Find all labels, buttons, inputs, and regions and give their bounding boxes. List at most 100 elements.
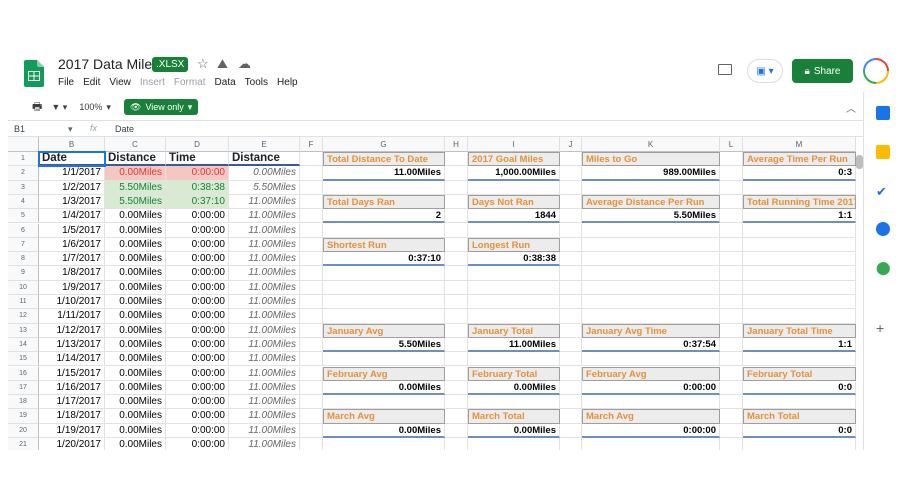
cell-distance[interactable]: 0.00Miles bbox=[105, 409, 166, 424]
cell-cumulative-distance[interactable]: 5.50Miles bbox=[229, 180, 300, 195]
cell[interactable] bbox=[468, 280, 560, 295]
column-header[interactable]: D bbox=[166, 137, 229, 152]
cell[interactable] bbox=[300, 423, 323, 438]
cell[interactable] bbox=[720, 380, 743, 396]
cell[interactable] bbox=[743, 223, 856, 238]
menu-insert[interactable]: Insert bbox=[139, 77, 165, 88]
select-all-corner[interactable] bbox=[8, 137, 39, 152]
cell[interactable] bbox=[445, 180, 468, 195]
row-header[interactable]: 9 bbox=[8, 266, 39, 281]
cell[interactable] bbox=[720, 409, 743, 424]
summary-label[interactable]: January Total Time bbox=[743, 323, 856, 338]
cell-date[interactable]: 1/2/2017 bbox=[39, 180, 105, 195]
cell-time[interactable]: 0:00:00 bbox=[166, 280, 229, 295]
cell[interactable] bbox=[445, 252, 468, 267]
row-header[interactable]: 5 bbox=[8, 209, 39, 224]
cell[interactable] bbox=[300, 337, 323, 353]
move-to-drive-icon[interactable]: ⛰ bbox=[217, 56, 228, 71]
summary-label[interactable]: Shortest Run bbox=[323, 237, 445, 253]
cell-time[interactable]: 0:00:00 bbox=[166, 252, 229, 267]
cell-cumulative-distance[interactable]: 11.00Miles bbox=[229, 252, 300, 267]
summary-label[interactable]: January Total bbox=[468, 323, 560, 338]
collapse-menus-icon[interactable]: ︿ bbox=[846, 104, 856, 115]
cell[interactable] bbox=[445, 209, 468, 224]
cell-time[interactable]: 0:00:00 bbox=[166, 223, 229, 238]
summary-label[interactable]: March Avg bbox=[323, 409, 445, 424]
cell[interactable] bbox=[743, 309, 856, 324]
cell[interactable] bbox=[560, 266, 582, 281]
cell[interactable] bbox=[300, 395, 323, 410]
cell-time[interactable]: 0:00:00 bbox=[166, 337, 229, 353]
cell[interactable] bbox=[468, 438, 560, 450]
row-header[interactable]: 1 bbox=[8, 152, 39, 167]
column-header[interactable]: F bbox=[300, 137, 323, 152]
print-icon[interactable]: 🖶︎ bbox=[32, 100, 43, 113]
cell[interactable] bbox=[560, 409, 582, 424]
cell[interactable] bbox=[300, 194, 323, 210]
cell-distance[interactable]: 0.00Miles bbox=[105, 352, 166, 367]
cell-time[interactable]: 0:00:00 bbox=[166, 438, 229, 450]
cell[interactable] bbox=[300, 366, 323, 381]
cell[interactable] bbox=[720, 352, 743, 367]
cell[interactable] bbox=[445, 409, 468, 424]
cell[interactable] bbox=[300, 223, 323, 238]
cell[interactable] bbox=[720, 166, 743, 181]
cell[interactable] bbox=[582, 309, 720, 324]
cell[interactable] bbox=[323, 180, 445, 195]
cell-date[interactable]: 1/20/2017 bbox=[39, 438, 105, 450]
cell[interactable] bbox=[323, 309, 445, 324]
cell[interactable] bbox=[720, 337, 743, 353]
menu-edit[interactable]: Edit bbox=[83, 77, 101, 88]
cell-date[interactable]: 1/3/2017 bbox=[39, 194, 105, 210]
cell-cumulative-distance[interactable]: 11.00Miles bbox=[229, 380, 300, 396]
view-only-button[interactable]: 👁︎ View only ▾ bbox=[124, 99, 199, 115]
cell[interactable] bbox=[468, 395, 560, 410]
cell[interactable] bbox=[560, 152, 582, 167]
summary-value[interactable]: 1,000.00Miles bbox=[468, 166, 560, 181]
cell[interactable] bbox=[560, 194, 582, 210]
cell-date[interactable]: 1/6/2017 bbox=[39, 237, 105, 253]
cell[interactable] bbox=[323, 266, 445, 281]
row-header[interactable]: 4 bbox=[8, 194, 39, 210]
sheets-logo-icon[interactable] bbox=[24, 60, 44, 87]
cell[interactable] bbox=[468, 309, 560, 324]
cell-time[interactable]: 0:38:38 bbox=[166, 180, 229, 195]
cell-time[interactable]: 0:00:00 bbox=[166, 409, 229, 424]
add-addon-icon[interactable]: + bbox=[876, 320, 885, 336]
cell-distance[interactable]: 0.00Miles bbox=[105, 395, 166, 410]
cell[interactable] bbox=[720, 194, 743, 210]
cell[interactable] bbox=[720, 252, 743, 267]
cell[interactable] bbox=[300, 209, 323, 224]
cell[interactable] bbox=[445, 438, 468, 450]
cell[interactable] bbox=[743, 395, 856, 410]
cell-cumulative-distance[interactable]: 11.00Miles bbox=[229, 438, 300, 450]
summary-label[interactable]: Days Not Ran bbox=[468, 194, 560, 210]
row-header[interactable]: 16 bbox=[8, 366, 39, 381]
cell-cumulative-distance[interactable]: 0.00Miles bbox=[229, 166, 300, 181]
cell[interactable] bbox=[582, 223, 720, 238]
row-header[interactable]: 21 bbox=[8, 438, 39, 450]
menu-data[interactable]: Data bbox=[214, 77, 236, 88]
cell-distance[interactable]: 0.00Miles bbox=[105, 295, 166, 310]
summary-value[interactable]: 0:37:54 bbox=[582, 337, 720, 353]
cell[interactable] bbox=[300, 409, 323, 424]
cell-distance[interactable]: 0.00Miles bbox=[105, 337, 166, 353]
cell[interactable] bbox=[560, 366, 582, 381]
cell-distance[interactable]: 0.00Miles bbox=[105, 423, 166, 438]
cell[interactable] bbox=[445, 352, 468, 367]
cell-date[interactable]: 1/10/2017 bbox=[39, 295, 105, 310]
cell-date[interactable]: 1/12/2017 bbox=[39, 323, 105, 338]
cell-date[interactable]: 1/13/2017 bbox=[39, 337, 105, 353]
cell-time[interactable]: 0:37:10 bbox=[166, 194, 229, 210]
name-box[interactable]: B1 bbox=[14, 124, 26, 134]
row-header[interactable]: 10 bbox=[8, 280, 39, 295]
spreadsheet-grid[interactable]: B C D E F G H I J K L M 1 2 3 4 5 6 7 8 9 10 11 12 13 14 15 16 17 18 1… bbox=[8, 137, 856, 450]
account-avatar[interactable] bbox=[863, 58, 889, 84]
cell-distance[interactable]: 5.50Miles bbox=[105, 194, 166, 210]
cell-distance[interactable]: 0.00Miles bbox=[105, 380, 166, 396]
row-header[interactable]: 8 bbox=[8, 252, 39, 267]
cell-date[interactable]: 1/15/2017 bbox=[39, 366, 105, 381]
cell-distance[interactable]: 0.00Miles bbox=[105, 237, 166, 253]
cell[interactable] bbox=[560, 252, 582, 267]
cell[interactable] bbox=[582, 237, 720, 253]
